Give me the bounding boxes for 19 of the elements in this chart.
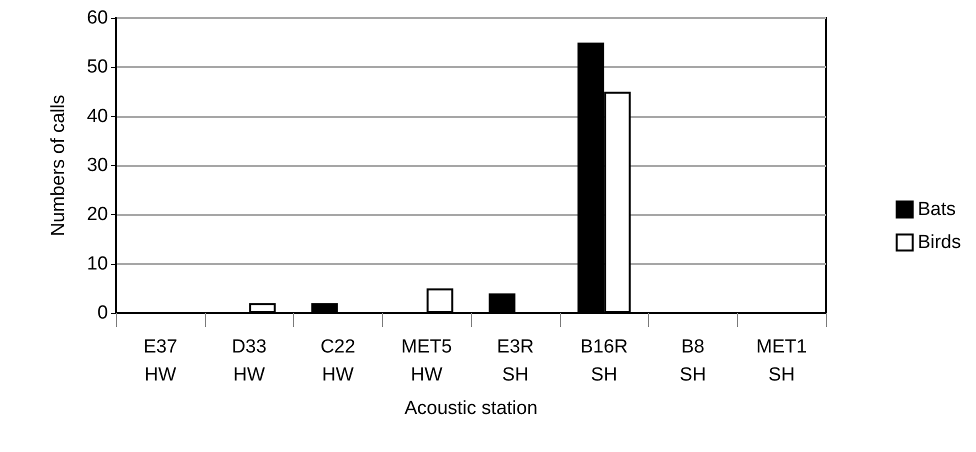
y-tick-label: 30 <box>86 155 108 176</box>
y-tick-label: 50 <box>86 56 108 78</box>
y-tick-label: 10 <box>86 253 108 274</box>
x-tick-label: E37 HW <box>143 336 178 386</box>
x-tick-label: E3R SH <box>496 336 534 386</box>
x-tick-label: D33 HW <box>232 336 267 386</box>
y-tick-label: 20 <box>86 204 108 226</box>
y-axis-title: Numbers of calls <box>48 94 69 236</box>
x-tick-label: C22 HW <box>320 336 356 386</box>
x-tick-label: MET5 HW <box>401 336 452 386</box>
x-tick-label: MET1 SH <box>756 336 807 386</box>
legend-label: Birds <box>918 232 962 253</box>
x-axis-title: Acoustic station <box>404 398 538 419</box>
y-tick-label: 0 <box>97 302 108 324</box>
x-tick-label: B16R SH <box>580 336 628 386</box>
y-tick-label: 60 <box>86 8 108 28</box>
legend-label: Bats <box>918 199 956 220</box>
x-tick-label: B8 SH <box>680 336 706 386</box>
y-tick-label: 40 <box>86 106 108 127</box>
